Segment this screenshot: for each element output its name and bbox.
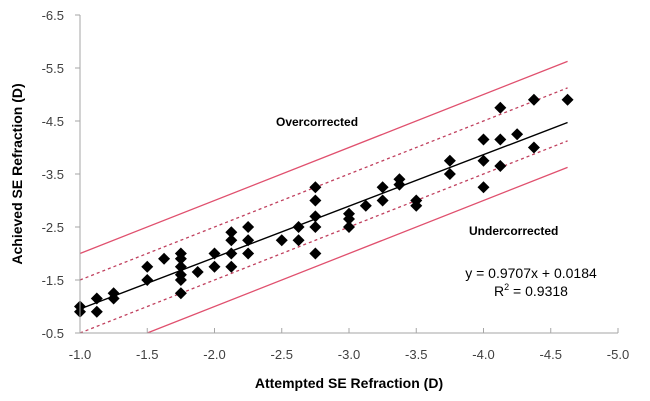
data-point — [343, 221, 355, 233]
data-point — [309, 194, 322, 207]
r-squared-value: = 0.9318 — [509, 283, 568, 299]
data-point — [443, 154, 456, 167]
y-tick-label: -4.5 — [42, 114, 64, 129]
axes — [75, 14, 619, 334]
reference-line-plus-1D — [79, 60, 568, 255]
data-point — [309, 210, 322, 223]
data-point — [225, 260, 238, 273]
data-point — [174, 260, 187, 273]
x-tick-label: -5.0 — [607, 347, 629, 362]
data-point — [141, 274, 154, 286]
data-point — [343, 213, 355, 226]
data-point — [242, 247, 255, 260]
trendline-group — [79, 121, 568, 310]
data-point — [309, 221, 322, 233]
data-point — [275, 234, 288, 247]
data-point — [242, 221, 255, 233]
x-axis-title: Attempted SE Refraction (D) — [255, 375, 443, 391]
data-point — [527, 93, 540, 106]
data-point — [141, 260, 154, 273]
data-point — [90, 305, 103, 318]
data-point — [225, 247, 238, 260]
data-point — [208, 260, 221, 273]
y-axis-title: Achieved SE Refraction (D) — [9, 83, 25, 264]
data-point — [494, 101, 507, 114]
x-tick-label: -2.0 — [203, 347, 225, 362]
regression-equation: y = 0.9707x + 0.0184 — [465, 265, 597, 281]
reference-line-minus-1D — [147, 166, 568, 334]
data-point — [107, 292, 120, 305]
data-point — [225, 234, 238, 247]
data-point — [191, 266, 204, 279]
reference-lines — [79, 60, 568, 334]
x-tick-label: -4.0 — [472, 347, 494, 362]
data-point — [376, 181, 389, 194]
y-tick-label: -0.5 — [42, 326, 64, 341]
x-tick-labels: -1.0 -1.5 -2.0 -2.5 -3.0 -3.5 -4.0 -4.5 -5.0 — [69, 347, 629, 362]
r-squared-prefix: R — [494, 283, 504, 299]
r-squared: R2 = 0.9318 — [494, 282, 568, 299]
data-point — [410, 199, 423, 212]
data-point — [511, 128, 524, 141]
y-tick-labels: -6.5 -5.5 -4.5 -3.5 -2.5 -1.5 -0.5 — [42, 8, 64, 341]
y-tick-label: -3.5 — [42, 167, 64, 182]
x-tick-label: -1.5 — [136, 347, 158, 362]
x-tick-label: -1.0 — [69, 347, 91, 362]
data-point — [376, 194, 389, 207]
data-point — [359, 199, 372, 212]
data-point — [561, 93, 574, 106]
x-tick-label: -4.5 — [540, 347, 562, 362]
data-points — [74, 93, 574, 318]
data-point — [242, 234, 255, 247]
data-point — [158, 252, 171, 265]
data-point — [477, 181, 490, 194]
x-tick-label: -2.5 — [271, 347, 293, 362]
r-squared-sup: 2 — [504, 282, 509, 292]
overcorrected-label: Overcorrected — [276, 115, 358, 129]
data-point — [208, 247, 221, 260]
y-tick-label: -1.5 — [42, 273, 64, 288]
data-point — [174, 287, 187, 300]
data-point — [477, 133, 490, 146]
undercorrected-label: Undercorrected — [469, 224, 558, 238]
data-point — [393, 178, 406, 191]
data-point — [292, 234, 305, 247]
y-tick-label: -2.5 — [42, 220, 64, 235]
x-tick-label: -3.0 — [338, 347, 360, 362]
data-point — [292, 221, 305, 233]
data-point — [494, 160, 507, 173]
x-tick-label: -3.5 — [405, 347, 427, 362]
data-point — [174, 252, 187, 265]
data-point — [225, 226, 238, 239]
data-point — [494, 133, 507, 146]
y-tick-label: -6.5 — [42, 8, 64, 23]
data-point — [309, 247, 322, 260]
data-point — [527, 141, 540, 154]
y-tick-label: -5.5 — [42, 61, 64, 76]
data-point — [174, 274, 187, 286]
data-point — [90, 292, 103, 305]
data-point — [309, 181, 322, 194]
trendline — [79, 121, 568, 310]
data-point — [443, 168, 456, 180]
data-point — [477, 154, 490, 167]
